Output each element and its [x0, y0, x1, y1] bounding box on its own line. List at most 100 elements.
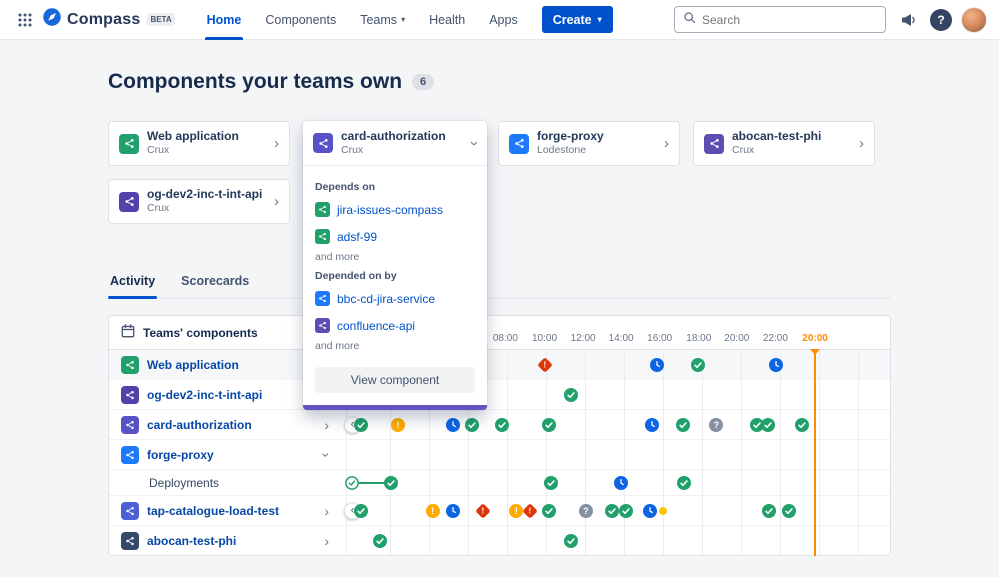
component-count-badge: 6: [412, 74, 435, 90]
chevron-down-icon: ▾: [597, 15, 602, 24]
event-error-icon[interactable]: !: [537, 356, 553, 373]
dependency-link[interactable]: jira-issues-compass: [315, 196, 475, 223]
event-success-icon[interactable]: [619, 503, 634, 518]
tab-activity[interactable]: Activity: [108, 274, 158, 299]
event-unknown-icon[interactable]: ?: [709, 417, 724, 432]
component-icon: [315, 229, 330, 244]
event-success-icon[interactable]: [761, 417, 776, 432]
component-card[interactable]: abocan-test-phi Crux ›: [693, 121, 875, 166]
dependency-link[interactable]: confluence-api: [315, 312, 475, 339]
event-info-icon[interactable]: [445, 503, 460, 518]
event-success-icon[interactable]: [690, 357, 705, 372]
chevron-right-icon: ›: [859, 135, 864, 152]
component-card[interactable]: forge-proxy Lodestone ›: [498, 121, 680, 166]
component-link[interactable]: og-dev2-inc-t-int-api: [147, 387, 263, 402]
event-warning-icon[interactable]: !: [390, 417, 405, 432]
timeline-row: Web application!: [109, 350, 890, 380]
event-success-icon[interactable]: [542, 417, 557, 432]
component-link[interactable]: forge-proxy: [147, 447, 214, 462]
timeline-row: Deployments: [109, 470, 890, 496]
time-label: 08:00: [492, 333, 518, 344]
event-success-icon[interactable]: [372, 534, 387, 548]
event-info-icon[interactable]: [445, 417, 460, 432]
nav-item-teams[interactable]: Teams ▾: [360, 12, 406, 27]
nav-item-apps[interactable]: Apps: [489, 12, 518, 27]
dependency-link[interactable]: adsf-99: [315, 223, 475, 250]
event-success-icon[interactable]: [676, 475, 691, 490]
tab-scorecards[interactable]: Scorecards: [181, 274, 250, 288]
chevron-right-icon[interactable]: ›: [324, 533, 329, 549]
and-more-label: and more: [315, 251, 360, 263]
event-error-icon[interactable]: !: [475, 502, 492, 519]
announcements-icon[interactable]: [895, 7, 921, 33]
event-success-icon[interactable]: [675, 417, 690, 432]
event-success-icon[interactable]: [762, 503, 777, 518]
component-link[interactable]: card-authorization: [147, 417, 252, 432]
event-success-icon[interactable]: [465, 417, 480, 432]
event-success-icon[interactable]: [354, 503, 369, 518]
event-info-icon[interactable]: [614, 475, 629, 490]
event-dot-icon[interactable]: [658, 506, 667, 515]
timeline-row: abocan-test-phi ›: [109, 526, 890, 556]
nav-item-components[interactable]: Components: [265, 12, 337, 27]
logo-text: Compass: [67, 10, 141, 28]
event-info-icon[interactable]: [769, 357, 784, 372]
component-icon: [509, 133, 529, 154]
event-warning-icon[interactable]: !: [509, 503, 524, 518]
compass-logo[interactable]: Compass BETA: [42, 7, 175, 32]
component-icon: [121, 501, 139, 520]
component-link[interactable]: Web application: [147, 357, 239, 372]
event-warning-icon[interactable]: !: [425, 503, 440, 518]
view-component-button[interactable]: View component: [315, 367, 475, 393]
event-unknown-icon[interactable]: ?: [578, 503, 593, 518]
event-success-icon[interactable]: [795, 417, 810, 432]
event-success-icon[interactable]: [563, 534, 578, 548]
page-title: Components your teams own 6: [108, 70, 891, 94]
event-success_outline-icon[interactable]: [345, 475, 360, 490]
dependency-link[interactable]: bbc-cd-jira-service: [315, 285, 475, 312]
component-card[interactable]: og-dev2-inc-t-int-api Crux ›: [108, 179, 290, 224]
current-time-label: 20:00: [802, 333, 828, 344]
chevron-right-icon[interactable]: ›: [324, 416, 329, 433]
timeline-body: Web application! og-dev2-inc-t-int-api › ca…: [109, 349, 890, 556]
event-info-icon[interactable]: [650, 357, 665, 372]
nav-item-health[interactable]: Health: [429, 12, 466, 27]
event-success-icon[interactable]: [782, 503, 797, 518]
event-error-icon[interactable]: !: [522, 502, 538, 519]
event-success-icon[interactable]: [494, 417, 509, 432]
time-label: 10:00: [532, 333, 558, 344]
chevron-down-icon[interactable]: ›: [318, 452, 335, 457]
component-card[interactable]: card-authorization Crux ›: [303, 121, 487, 166]
event-success-icon[interactable]: [544, 475, 559, 490]
search-box[interactable]: [674, 6, 886, 33]
time-label: 14:00: [608, 333, 634, 344]
timeline-row: card-authorization › ‹!?: [109, 410, 890, 440]
create-button[interactable]: Create ▾: [541, 6, 613, 33]
nav-item-home[interactable]: Home: [195, 0, 254, 40]
event-info-icon[interactable]: [642, 503, 657, 518]
chevron-right-icon: ›: [274, 193, 279, 210]
component-link[interactable]: abocan-test-phi: [147, 534, 237, 548]
component-card[interactable]: Web application Crux ›: [108, 121, 290, 166]
app-switcher-icon[interactable]: [12, 7, 38, 33]
timeline-track: [339, 440, 890, 469]
event-success-icon[interactable]: [542, 503, 557, 518]
component-icon: [121, 385, 139, 404]
component-icon: [121, 355, 139, 374]
event-success-icon[interactable]: [383, 475, 398, 490]
help-icon[interactable]: ?: [930, 8, 952, 31]
component-icon: [315, 202, 330, 217]
chevron-right-icon[interactable]: ›: [324, 502, 329, 519]
timeline-track: ‹!!!!?: [339, 496, 890, 525]
component-card-expanded: card-authorization Crux › Depends on jira…: [303, 121, 487, 410]
component-icon: [119, 133, 139, 154]
component-link[interactable]: tap-catalogue-load-test: [147, 503, 280, 518]
depends-on-label: Depends on: [315, 181, 376, 193]
event-info-icon[interactable]: [644, 417, 659, 432]
event-success-icon[interactable]: [563, 387, 578, 402]
avatar[interactable]: [961, 6, 987, 33]
chevron-down-icon: ›: [466, 140, 483, 146]
search-input[interactable]: [702, 12, 877, 27]
event-success-icon[interactable]: [354, 417, 369, 432]
event-success-icon[interactable]: [604, 503, 619, 518]
